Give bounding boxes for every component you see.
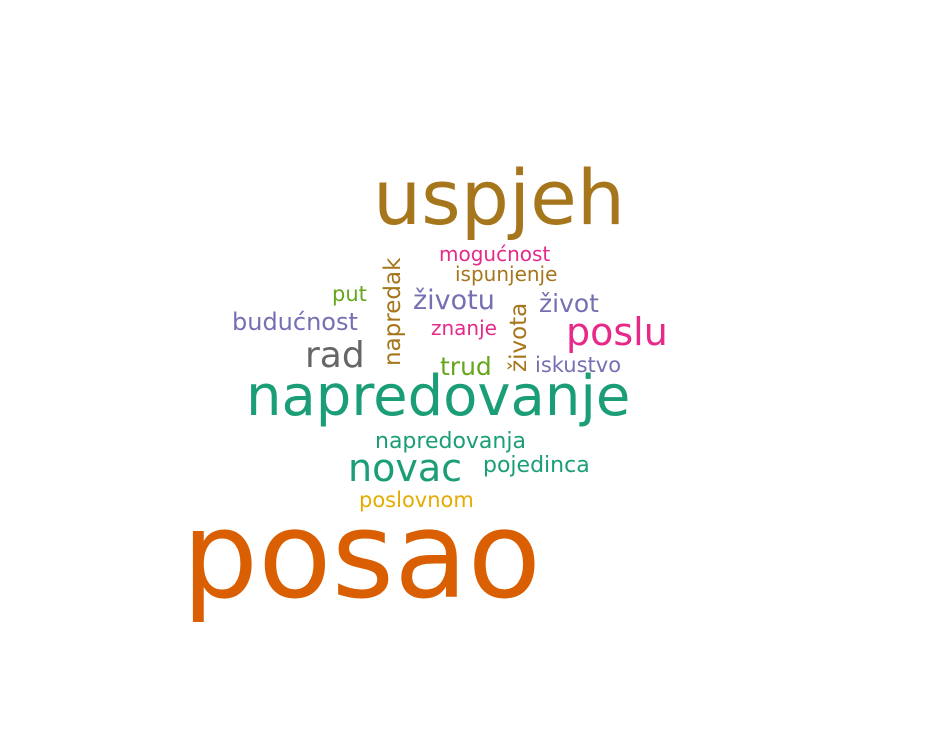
word-napredovanja: napredovanja	[375, 429, 526, 454]
word-napredovanje: napredovanje	[246, 364, 631, 429]
word-trud: trud	[440, 352, 492, 381]
word-zivota: života	[506, 302, 532, 372]
word-zivot: život	[539, 289, 599, 318]
word-znanje: znanje	[431, 316, 497, 340]
word-napredak: napredak	[380, 257, 406, 366]
word-poslu: poslu	[566, 310, 668, 354]
word-posao: posao	[182, 487, 542, 626]
word-novac: novac	[348, 446, 462, 490]
word-rad: rad	[305, 335, 365, 376]
word-mogucnost: mogućnost	[439, 242, 551, 266]
word-uspjeh: uspjeh	[373, 153, 626, 242]
word-iskustvo: iskustvo	[535, 353, 622, 377]
word-zivotu: životu	[413, 285, 495, 316]
word-poslovnom: poslovnom	[359, 488, 474, 512]
word-pojedinca: pojedinca	[483, 453, 590, 478]
word-put: put	[332, 282, 367, 306]
word-ispunjenje: ispunjenje	[455, 262, 558, 286]
word-buducnost: budućnost	[232, 308, 358, 336]
